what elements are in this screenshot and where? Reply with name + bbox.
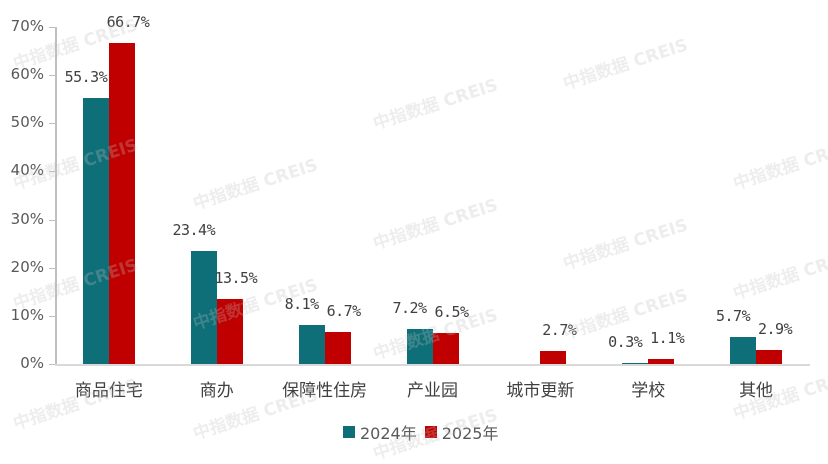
- y-tick-mark: [49, 123, 55, 125]
- y-axis: [55, 27, 57, 365]
- x-axis: [55, 364, 810, 366]
- y-tick-label: 70%: [10, 17, 44, 35]
- data-label: 23.4%: [172, 221, 216, 240]
- legend-item-2025: 2025年: [424, 420, 499, 444]
- category-label: 城市更新: [506, 381, 575, 401]
- legend-item-2024: 2024年: [343, 420, 417, 444]
- category-label: 学校: [631, 381, 666, 401]
- data-label: 8.1%: [284, 295, 320, 313]
- data-label: 5.7%: [716, 306, 751, 325]
- y-tick-label: 60%: [10, 65, 44, 84]
- y-tick-mark: [49, 171, 55, 173]
- data-label: 6.7%: [326, 301, 362, 320]
- category-label: 商品住宅: [74, 381, 143, 401]
- category-label: 其他: [739, 381, 774, 401]
- bar-2024年: [298, 325, 325, 364]
- data-label: 13.5%: [214, 269, 258, 287]
- y-tick-label: 40%: [10, 161, 44, 180]
- legend-label-2024: 2024年: [360, 424, 417, 443]
- bar-2024年: [622, 362, 649, 364]
- bar-2025年: [648, 358, 675, 364]
- category-label: 产业园: [407, 381, 458, 401]
- data-label: 2.9%: [758, 320, 793, 339]
- bar-chart: 0% 10% 20% 30% 40% 50% 60% 70% 55.3% 66.7% 23.4% 1…: [10, 12, 828, 464]
- y-tick-label: 0%: [20, 354, 44, 372]
- watermark: 中指数据 CREIS: [560, 35, 691, 95]
- y-tick-mark: [49, 27, 55, 28]
- bar-2025年: [324, 331, 351, 364]
- data-label: 6.5%: [434, 302, 469, 321]
- watermark: 中指数据 CREIS: [190, 155, 321, 215]
- legend-swatch-2025: [424, 426, 437, 438]
- bar-2025年: [216, 299, 243, 364]
- bar-2024年: [406, 329, 433, 364]
- watermark: 中指数据 CREIS: [370, 195, 501, 255]
- y-tick-label: 10%: [10, 305, 44, 324]
- data-label: 2.7%: [542, 321, 577, 339]
- category-label: 保障性住房: [282, 381, 368, 401]
- watermark: 中指数据 CREIS: [730, 135, 828, 195]
- y-tick-label: 50%: [10, 113, 44, 132]
- data-label: 55.3%: [64, 67, 108, 86]
- data-label: 0.3%: [608, 332, 643, 351]
- data-label: 7.2%: [392, 299, 427, 318]
- bar-2025年: [540, 351, 567, 364]
- y-tick-mark: [49, 219, 55, 221]
- legend-swatch-2024: [343, 426, 355, 438]
- bar-2024年: [730, 336, 757, 364]
- legend-label-2025: 2025年: [441, 424, 499, 443]
- y-tick-label: 30%: [10, 209, 44, 228]
- bar-2025年: [432, 332, 459, 364]
- category-label: 商办: [199, 381, 234, 401]
- watermark: 中指数据 CREIS: [370, 75, 501, 135]
- bar-2024年: [82, 97, 109, 364]
- bar-2024年: [190, 251, 217, 364]
- data-label: 66.7%: [106, 12, 150, 31]
- bar-2025年: [108, 42, 135, 364]
- y-tick-mark: [49, 315, 55, 317]
- y-tick-mark: [49, 267, 55, 269]
- data-label: 1.1%: [650, 328, 685, 347]
- y-tick-mark: [49, 75, 55, 77]
- y-tick-mark: [49, 364, 55, 365]
- watermark: 中指数据 CREIS: [730, 245, 828, 305]
- y-tick-label: 20%: [10, 257, 44, 276]
- watermark: 中指数据 CREIS: [560, 215, 691, 275]
- legend: 2024年 2025年: [343, 420, 506, 444]
- bar-2025年: [756, 350, 783, 364]
